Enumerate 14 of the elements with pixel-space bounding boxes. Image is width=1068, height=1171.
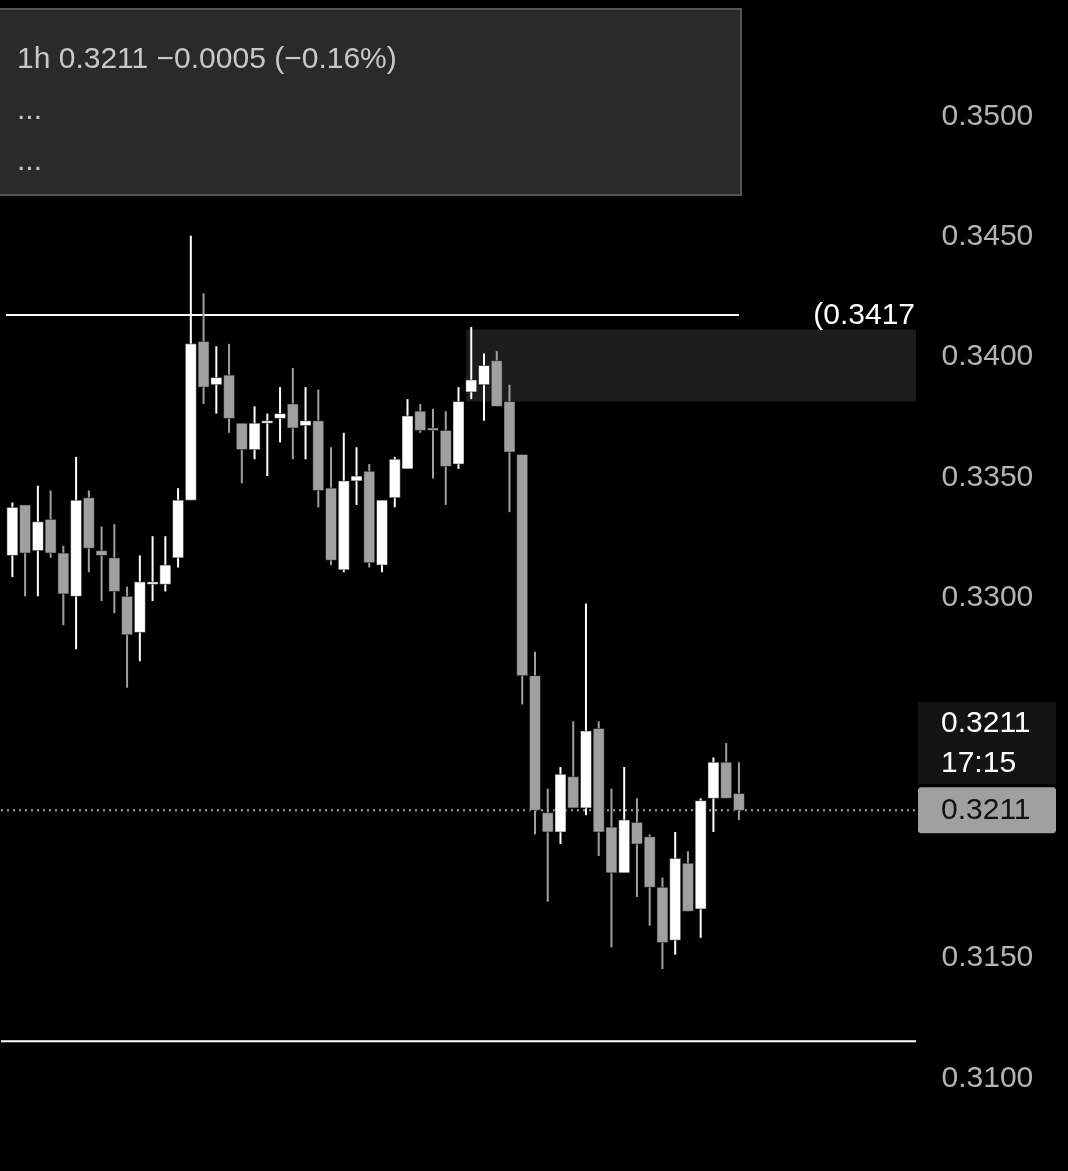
y-tick-label: 0.3100: [941, 1059, 1034, 1093]
ref-line-label: (0.3417: [813, 296, 915, 330]
ref-line-label: 0.3211: [941, 792, 1031, 826]
y-tick-label: 0.3400: [941, 338, 1034, 372]
y-tick-label: 0.3300: [941, 578, 1034, 612]
y-tick-label: 0.3450: [941, 218, 1034, 252]
candlestick: [95, 525, 108, 603]
text: 0.3211 17:15: [941, 705, 1031, 779]
info-panel: 1h 0.3211 −0.0005 (−0.16%) ... ...: [0, 8, 742, 196]
annotation: ...: [17, 91, 43, 127]
y-tick-label: 0.3350: [941, 458, 1034, 492]
y-tick-label: 0.3150: [941, 939, 1034, 973]
y-tick-label: 0.3500: [941, 97, 1034, 131]
annotation: ...: [17, 142, 43, 178]
